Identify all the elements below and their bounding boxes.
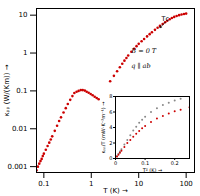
svg-text:κₚₚ/T (mW·K⁻²m⁻¹) →: κₚₚ/T (mW·K⁻²m⁻¹) →	[100, 101, 106, 153]
svg-text:0: 0	[114, 160, 117, 166]
svg-text:κₚₚ (W/(Km)) →: κₚₚ (W/(Km)) →	[3, 64, 11, 116]
svg-text:2: 2	[109, 140, 112, 146]
svg-text:100: 100	[179, 180, 192, 188]
svg-text:10: 10	[134, 180, 143, 188]
svg-text:Tᴄ: Tᴄ	[161, 15, 170, 23]
svg-text:0.001: 0.001	[7, 163, 27, 171]
svg-text:B = 0 T: B = 0 T	[130, 47, 157, 55]
svg-text:0.01: 0.01	[12, 125, 28, 133]
svg-text:4: 4	[109, 124, 112, 130]
svg-text:T (K) →: T (K) →	[102, 187, 128, 195]
svg-text:1: 1	[89, 180, 93, 188]
svg-text:0: 0	[109, 155, 112, 161]
svg-text:6: 6	[109, 109, 112, 115]
svg-text:0.1: 0.1	[16, 87, 27, 95]
svg-text:0.2: 0.2	[171, 160, 179, 166]
svg-text:T² (K) →: T² (K) →	[142, 167, 163, 173]
svg-text:10: 10	[19, 11, 28, 19]
svg-text:0.1: 0.1	[38, 180, 49, 188]
svg-text:q ∥ ab: q ∥ ab	[131, 62, 150, 70]
svg-text:8: 8	[109, 93, 112, 99]
svg-text:1: 1	[23, 49, 27, 57]
svg-text:0.1: 0.1	[141, 160, 149, 166]
